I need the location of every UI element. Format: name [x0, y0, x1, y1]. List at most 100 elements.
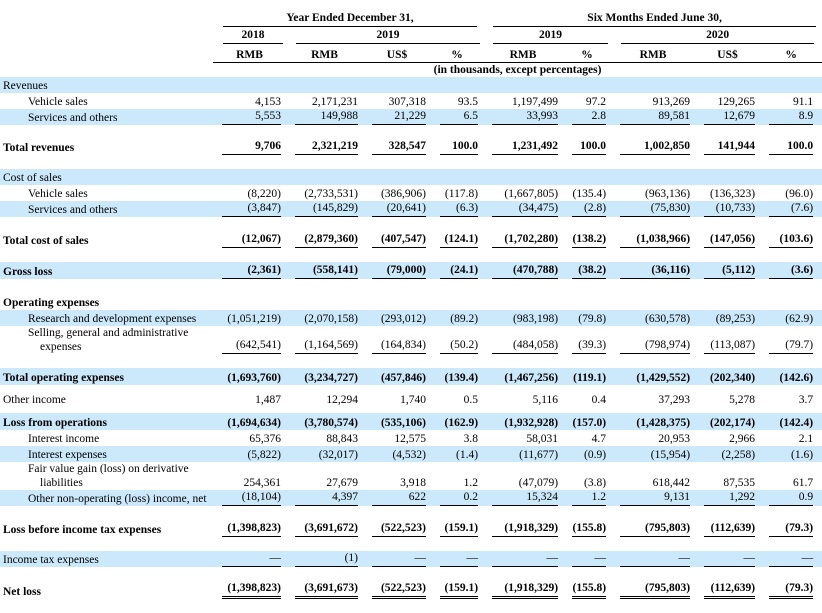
cell: 27,679	[286, 462, 363, 490]
cell: (62.9)	[760, 310, 822, 326]
year-cell: 2018	[213, 28, 286, 45]
spacer-cell	[0, 354, 822, 368]
cell	[431, 293, 483, 310]
table-row: Interest expenses(5,822)(32,017)(4,532)(…	[0, 446, 822, 462]
cell: (630,578)	[611, 310, 695, 326]
cell	[483, 77, 563, 93]
cell: (159.1)	[431, 581, 483, 599]
row-label: Interest income	[0, 430, 213, 446]
spacer-row	[0, 248, 822, 262]
cell	[483, 293, 563, 310]
cell: 328,547	[363, 138, 431, 155]
row-label: Fair value gain (loss) on derivativeliab…	[0, 462, 213, 490]
cell: (15,954)	[611, 446, 695, 462]
cell: (119.1)	[563, 368, 611, 385]
cell: (2,879,360)	[286, 231, 363, 248]
cell: (117.8)	[431, 185, 483, 201]
row-label: Services and others	[0, 201, 213, 217]
row-label: Income tax expenses	[0, 551, 213, 567]
cell: (36,116)	[611, 262, 695, 279]
cell: (1,667,805)	[483, 185, 563, 201]
cell: (162.9)	[431, 413, 483, 430]
cell	[695, 169, 760, 185]
cell: (1,038,966)	[611, 231, 695, 248]
period-group-label: Six Months Ended June 30,	[493, 11, 816, 27]
cell: 5,553	[213, 109, 286, 125]
table-row: Vehicle sales4,1532,171,231307,31893.51,…	[0, 93, 822, 109]
cell: (795,803)	[611, 520, 695, 537]
cell: (1,467,256)	[483, 368, 563, 385]
row-label: Other non-operating (loss) income, net	[0, 490, 213, 506]
cell: 1,487	[213, 391, 286, 407]
units-note: (in thousands, except percentages)	[213, 62, 822, 77]
row-label: Total operating expenses	[0, 368, 213, 385]
cell: (112,639)	[695, 581, 760, 599]
cell: (522,523)	[363, 520, 431, 537]
table-row: Selling, general and administrativeexpen…	[0, 326, 822, 354]
cell: (202,340)	[695, 368, 760, 385]
cell	[431, 77, 483, 93]
empty-corner	[0, 28, 213, 45]
cell	[563, 77, 611, 93]
cell: (1,428,375)	[611, 413, 695, 430]
cell: 12,294	[286, 391, 363, 407]
income-statement-table: Year Ended December 31, Six Months Ended…	[0, 7, 822, 599]
cell: (142.4)	[760, 413, 822, 430]
table-row: Total cost of sales(12,067)(2,879,360)(4…	[0, 231, 822, 248]
cell: (2,258)	[695, 446, 760, 462]
table-header: Year Ended December 31, Six Months Ended…	[0, 7, 822, 77]
cell: 97.2	[563, 93, 611, 109]
cell: (7.6)	[760, 201, 822, 217]
cell: (1,398,823)	[213, 581, 286, 599]
cell: (1,429,552)	[611, 368, 695, 385]
table-row: Services and others5,553149,98821,2296.5…	[0, 109, 822, 125]
spacer-row	[0, 155, 822, 169]
period-group-row: Year Ended December 31, Six Months Ended…	[0, 7, 822, 28]
cell: (164,834)	[363, 326, 431, 354]
cell: (11,677)	[483, 446, 563, 462]
cell: 9,131	[611, 490, 695, 506]
cell: (1.4)	[431, 446, 483, 462]
cell: (136,323)	[695, 185, 760, 201]
spacer-row	[0, 354, 822, 368]
cell: 3.7	[760, 391, 822, 407]
cell	[286, 293, 363, 310]
cell	[611, 293, 695, 310]
cell: (10,733)	[695, 201, 760, 217]
cell: (139.4)	[431, 368, 483, 385]
cell: (34,475)	[483, 201, 563, 217]
cell: 1.2	[431, 462, 483, 490]
cell: 3.8	[431, 430, 483, 446]
year-label: 2020	[621, 28, 814, 44]
currency-header: RMB	[611, 45, 695, 62]
row-label: Selling, general and administrativeexpen…	[0, 326, 213, 354]
cell: 1,231,492	[483, 138, 563, 155]
cell: (79.7)	[760, 326, 822, 354]
year-cell: 2019	[286, 28, 483, 45]
cell	[363, 293, 431, 310]
cell: —	[431, 551, 483, 567]
cell	[563, 169, 611, 185]
row-label: Total revenues	[0, 138, 213, 155]
cell: 0.2	[431, 490, 483, 506]
cell: (3,691,672)	[286, 520, 363, 537]
cell: (155.8)	[563, 581, 611, 599]
table-row: Operating expenses	[0, 293, 822, 310]
spacer-row	[0, 506, 822, 520]
row-label: Total cost of sales	[0, 231, 213, 248]
cell: 2,966	[695, 430, 760, 446]
table-row: Other non-operating (loss) income, net(1…	[0, 490, 822, 506]
currency-header: %	[431, 45, 483, 62]
cell: 4.7	[563, 430, 611, 446]
cell	[563, 293, 611, 310]
cell: 91.1	[760, 93, 822, 109]
cell	[363, 169, 431, 185]
cell: (1,164,569)	[286, 326, 363, 354]
cell: 21,229	[363, 109, 431, 125]
cell	[695, 293, 760, 310]
table-row: Gross loss(2,361)(558,141)(79,000)(24.1)…	[0, 262, 822, 279]
cell: 0.4	[563, 391, 611, 407]
cell: 1,197,499	[483, 93, 563, 109]
cell: (1,918,329)	[483, 581, 563, 599]
cell: (112,639)	[695, 520, 760, 537]
